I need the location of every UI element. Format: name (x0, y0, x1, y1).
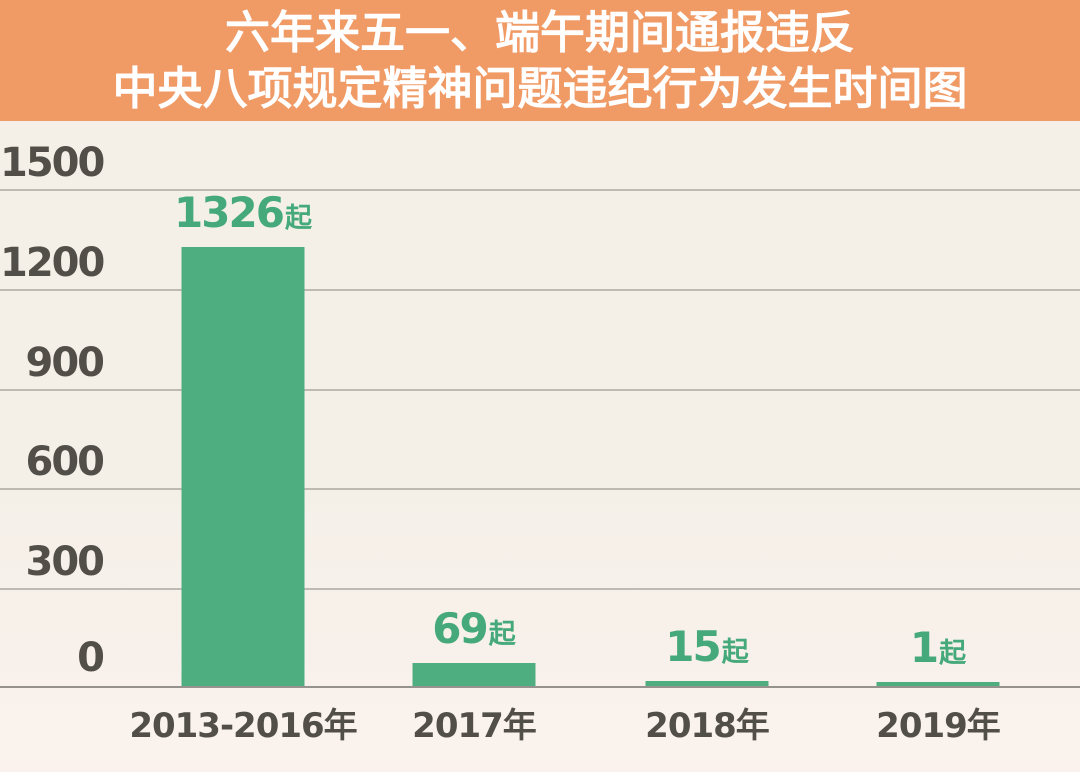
bar (876, 682, 1000, 686)
y-axis-tick: 0 (77, 635, 105, 681)
chart-title-line2: 中央八项规定精神问题违纪行为发生时间图 (112, 61, 968, 115)
chart-title-line1: 六年来五一、端午期间通报违反 (224, 6, 855, 59)
x-axis-label: 2018年 (645, 706, 770, 746)
x-axis-baseline (0, 686, 1080, 688)
plot-area: 1500 1200 900 600 300 0 1326 起 69 起 15 起 (0, 143, 1080, 743)
y-axis-tick: 1500 (0, 140, 105, 186)
bar-value-unit: 起 (488, 619, 516, 650)
bar (181, 247, 305, 686)
bar-value-number: 1326 (174, 188, 285, 237)
x-axis-label: 2017年 (412, 706, 537, 746)
x-axis-label: 2013-2016年 (129, 706, 357, 746)
bar (645, 681, 769, 686)
y-axis-tick: 600 (25, 439, 106, 485)
bar-group: 69 起 (412, 189, 536, 686)
gridline (0, 588, 1080, 590)
gridline (0, 488, 1080, 490)
bar-value-number: 15 (665, 622, 721, 671)
bar-value-label: 15 起 (665, 626, 748, 668)
bar-value-unit: 起 (939, 638, 967, 669)
bar-value-unit: 起 (284, 203, 312, 234)
title-banner: 六年来五一、端午期间通报违反 中央八项规定精神问题违纪行为发生时间图 (0, 0, 1080, 121)
y-axis-tick: 900 (25, 340, 106, 386)
gridline (0, 289, 1080, 291)
bar (412, 663, 536, 686)
x-axis-label: 2019年 (876, 706, 1001, 746)
y-axis-tick: 1200 (0, 240, 105, 286)
bar-value-unit: 起 (721, 637, 749, 668)
bar-value-number: 69 (432, 604, 488, 653)
bar-value-label: 1326 起 (174, 192, 312, 234)
gridline (0, 189, 1080, 191)
bar-value-label: 69 起 (432, 608, 515, 650)
y-axis-tick: 300 (25, 539, 106, 585)
gridline (0, 389, 1080, 391)
bar-chart: 1500 1200 900 600 300 0 1326 起 69 起 15 起 (0, 121, 1080, 772)
bar-group: 15 起 (645, 189, 769, 686)
bar-value-number: 1 (909, 623, 939, 672)
bar-group: 1326 起 (174, 189, 312, 686)
